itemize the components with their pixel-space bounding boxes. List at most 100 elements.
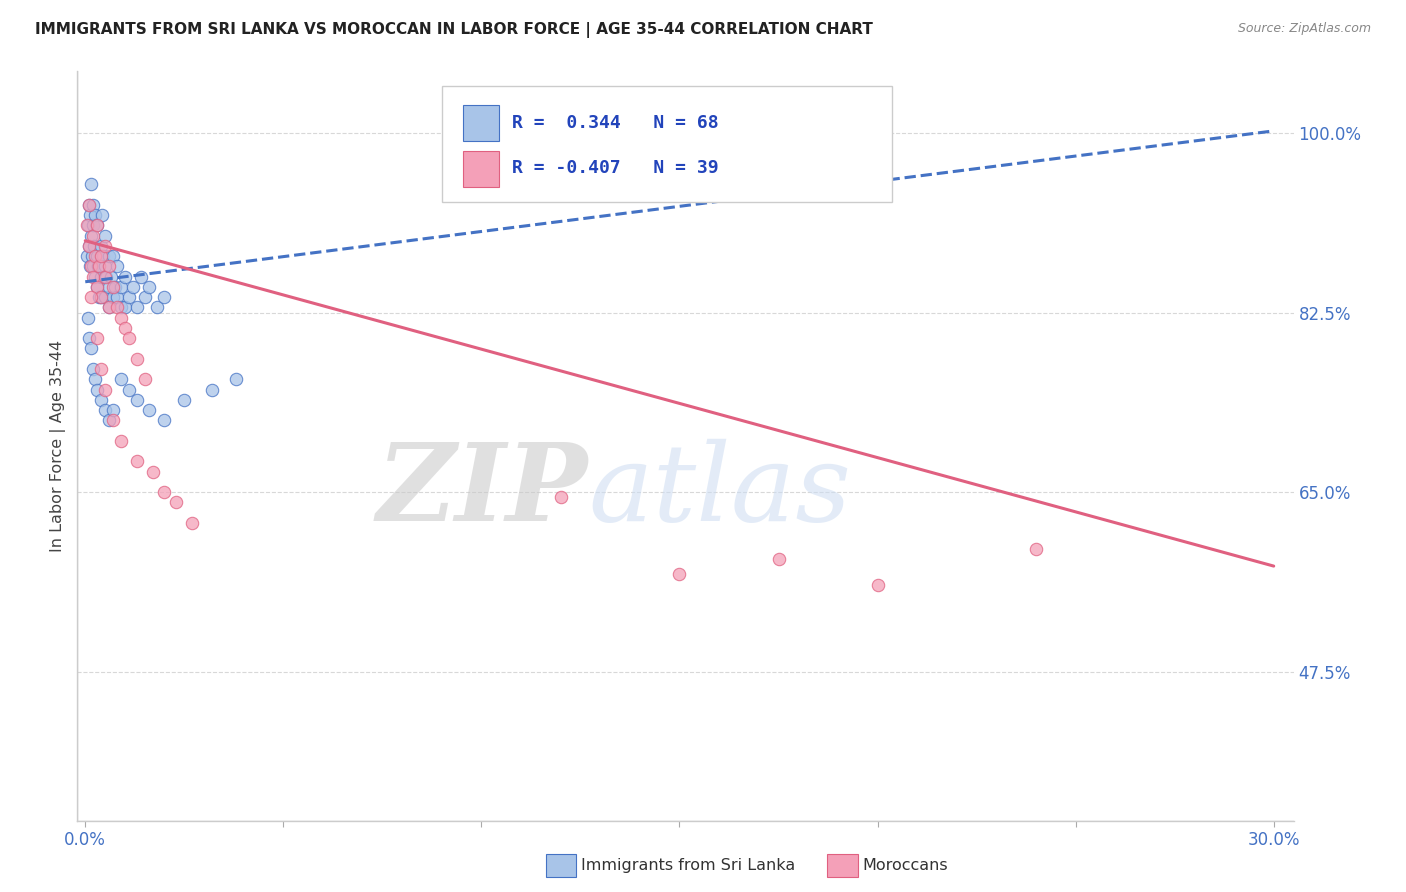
Point [82, 269, 104, 284]
Point [114, 301, 136, 315]
Point [104, 280, 127, 294]
Point [86, 383, 108, 397]
Point [87, 290, 110, 304]
Point [153, 485, 176, 500]
Point [125, 351, 148, 366]
Point [80, 260, 103, 274]
Point [134, 372, 156, 386]
Point [98, 301, 121, 315]
Point [134, 290, 156, 304]
Point [77, 310, 100, 325]
Point [153, 413, 176, 427]
Point [181, 516, 204, 530]
Text: R =  0.344   N = 68: R = 0.344 N = 68 [512, 113, 718, 132]
Point [125, 392, 148, 407]
Point [98, 260, 121, 274]
Point [114, 321, 136, 335]
Point [138, 280, 160, 294]
Point [77, 198, 100, 212]
Point [80, 178, 103, 192]
Point [86, 331, 108, 345]
Point [82, 260, 104, 274]
Y-axis label: In Labor Force | Age 35-44: In Labor Force | Age 35-44 [51, 340, 66, 552]
Point [101, 403, 124, 417]
Point [80, 228, 103, 243]
Point [98, 301, 121, 315]
Point [98, 280, 121, 294]
Point [86, 219, 108, 233]
Point [98, 249, 121, 263]
Point [84, 269, 107, 284]
Point [1025, 541, 1047, 556]
Point [121, 280, 143, 294]
Point [77, 219, 100, 233]
Point [165, 495, 187, 509]
Point [86, 219, 108, 233]
Point [91, 249, 114, 263]
Point [90, 269, 112, 284]
Text: Source: ZipAtlas.com: Source: ZipAtlas.com [1237, 22, 1371, 36]
Point [90, 392, 112, 407]
Point [94, 269, 117, 284]
Point [768, 552, 790, 566]
Point [87, 260, 110, 274]
Point [94, 290, 117, 304]
Point [125, 301, 148, 315]
Text: R = -0.407   N = 39: R = -0.407 N = 39 [512, 160, 718, 178]
Point [101, 280, 124, 294]
Point [90, 249, 112, 263]
Point [79, 208, 101, 222]
Point [98, 413, 121, 427]
Point [86, 280, 108, 294]
Point [94, 228, 117, 243]
Point [105, 290, 128, 304]
Point [110, 434, 132, 448]
FancyBboxPatch shape [463, 105, 499, 142]
Point [77, 239, 100, 253]
Point [118, 331, 141, 345]
Point [87, 260, 110, 274]
FancyBboxPatch shape [463, 151, 499, 187]
Point [77, 331, 100, 345]
Point [101, 249, 124, 263]
Point [86, 249, 108, 263]
Point [866, 577, 889, 591]
Point [173, 392, 195, 407]
Point [86, 280, 108, 294]
Point [153, 290, 176, 304]
Point [94, 239, 117, 253]
Point [110, 372, 132, 386]
Point [105, 301, 128, 315]
Point [83, 239, 105, 253]
Point [110, 301, 132, 315]
Point [94, 383, 117, 397]
Text: IMMIGRANTS FROM SRI LANKA VS MOROCCAN IN LABOR FORCE | AGE 35-44 CORRELATION CHA: IMMIGRANTS FROM SRI LANKA VS MOROCCAN IN… [35, 22, 873, 38]
Point [84, 208, 107, 222]
Point [79, 260, 101, 274]
Point [82, 219, 104, 233]
Point [82, 228, 104, 243]
Point [80, 290, 103, 304]
Point [82, 362, 104, 376]
Point [90, 290, 112, 304]
Point [77, 198, 100, 212]
Point [225, 372, 247, 386]
Point [80, 342, 103, 356]
Point [118, 290, 141, 304]
Point [82, 249, 104, 263]
Point [84, 372, 107, 386]
Point [105, 260, 128, 274]
Point [550, 491, 572, 505]
Point [129, 269, 152, 284]
Point [100, 269, 122, 284]
Point [90, 290, 112, 304]
Text: Moroccans: Moroccans [862, 858, 948, 872]
Point [668, 567, 690, 582]
Point [90, 362, 112, 376]
Point [118, 383, 141, 397]
Point [94, 260, 117, 274]
Point [101, 290, 124, 304]
Point [125, 454, 148, 468]
Point [82, 198, 104, 212]
Text: atlas: atlas [588, 438, 851, 543]
